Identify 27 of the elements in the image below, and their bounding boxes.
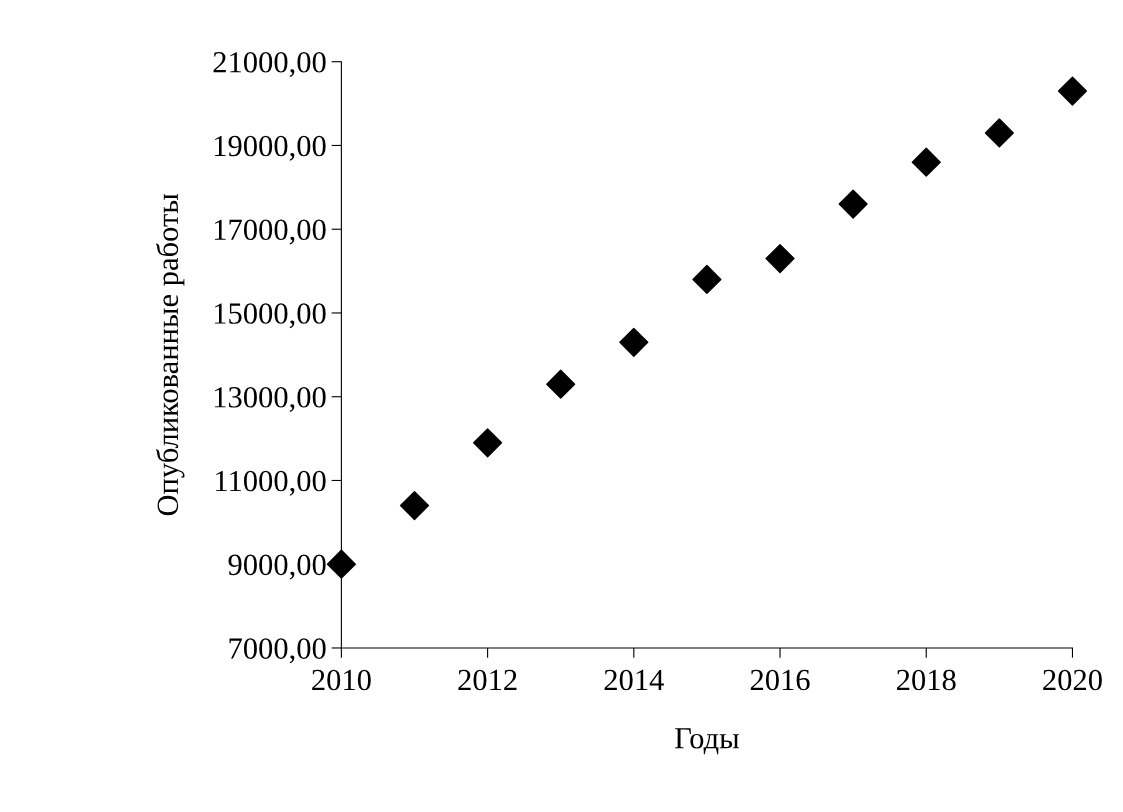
point bbox=[692, 264, 722, 295]
point bbox=[1057, 76, 1088, 106]
y-tick-label: 17000,00 bbox=[214, 219, 326, 245]
point bbox=[619, 327, 649, 357]
x-tick-label: 2010 bbox=[312, 669, 371, 691]
y-tick-label: 11000,00 bbox=[216, 470, 326, 496]
x-tick-label: 2014 bbox=[604, 669, 664, 691]
x-tick-label: 2020 bbox=[1043, 669, 1102, 691]
y-tick-label: 19000,00 bbox=[214, 135, 326, 161]
y-tick-label: 9000,00 bbox=[228, 554, 326, 580]
x-tick-label: 2018 bbox=[897, 669, 956, 691]
point bbox=[473, 428, 503, 458]
point bbox=[984, 118, 1014, 148]
point bbox=[911, 147, 941, 177]
point bbox=[838, 189, 868, 219]
y-tick-label: 15000,00 bbox=[214, 303, 326, 329]
point bbox=[326, 549, 356, 579]
x-tick-label: 2012 bbox=[458, 669, 517, 691]
y-tick-label: 13000,00 bbox=[214, 387, 326, 413]
y-axis-title: Опубликованные работы bbox=[155, 193, 185, 516]
y-tick-label: 7000,00 bbox=[229, 638, 326, 664]
x-axis-title: Годы bbox=[675, 728, 739, 755]
x-tick-label: 2016 bbox=[750, 669, 810, 691]
point bbox=[546, 369, 576, 399]
y-tick-label: 21000,00 bbox=[213, 51, 326, 78]
point bbox=[765, 243, 795, 274]
point bbox=[399, 491, 430, 521]
